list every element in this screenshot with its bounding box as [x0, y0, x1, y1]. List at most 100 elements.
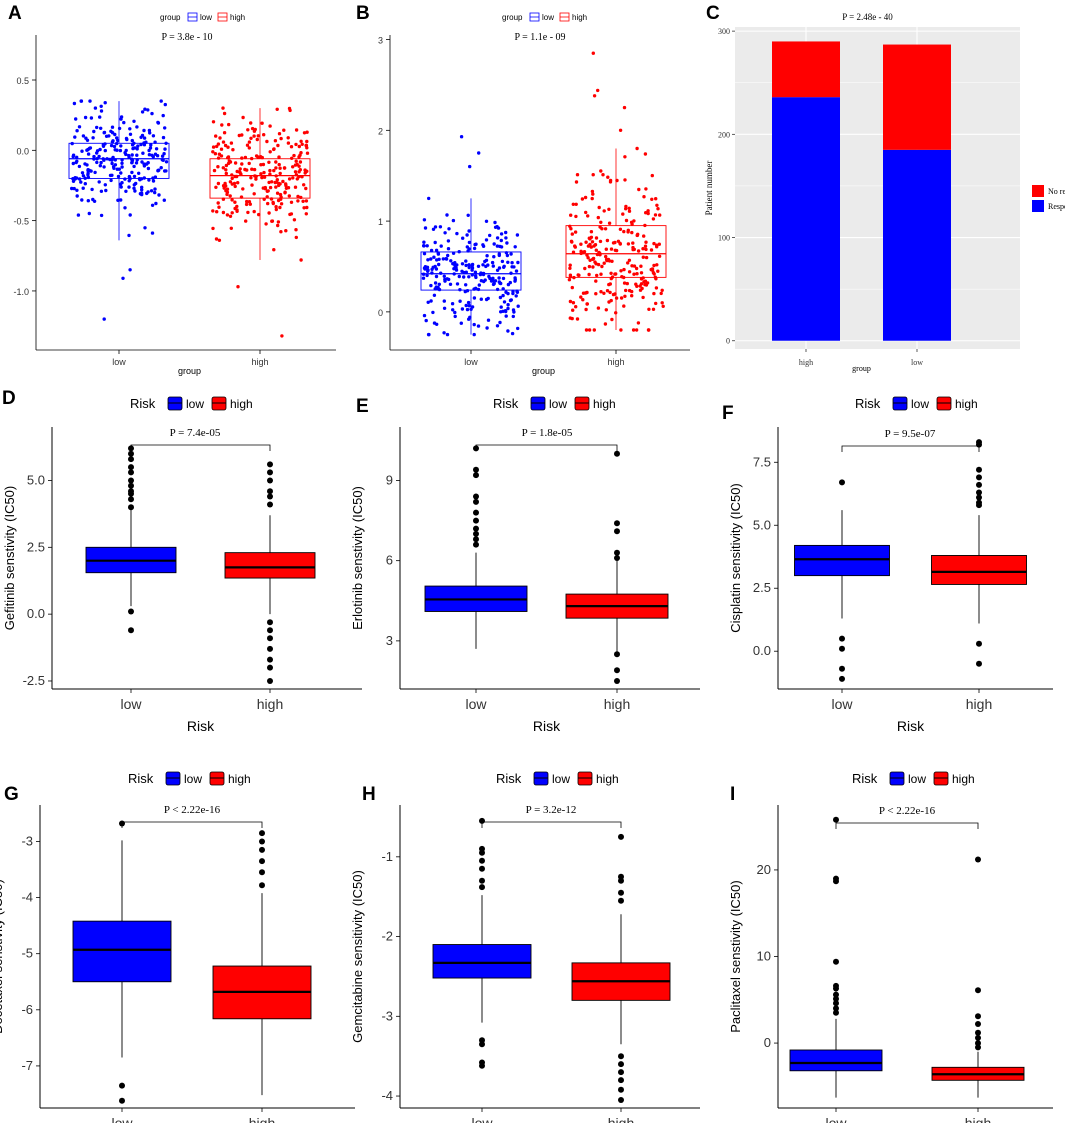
data-point — [583, 291, 588, 295]
outlier-point — [839, 665, 845, 672]
data-point — [276, 143, 280, 148]
data-point — [568, 266, 572, 270]
data-point — [486, 296, 490, 301]
data-point — [257, 212, 261, 217]
data-point — [442, 331, 446, 335]
data-point — [587, 272, 591, 277]
data-point — [108, 157, 112, 162]
data-point — [221, 140, 226, 144]
outlier-point — [259, 846, 265, 853]
legend-item-low: low — [549, 397, 567, 411]
data-point — [236, 181, 240, 185]
data-point — [116, 198, 120, 202]
x-axis-title: group — [532, 366, 555, 376]
outlier-point — [614, 678, 620, 684]
data-point — [509, 271, 513, 275]
y-tick-label: -5 — [21, 946, 33, 961]
data-point — [641, 295, 645, 300]
x-tick-label: high — [249, 1115, 275, 1123]
data-point — [132, 174, 137, 179]
data-point — [499, 305, 503, 309]
data-point — [472, 322, 476, 327]
data-point — [490, 260, 495, 265]
data-point — [589, 235, 594, 239]
data-point — [303, 171, 307, 175]
data-point — [623, 155, 627, 159]
outlier-point — [236, 285, 240, 289]
data-point — [568, 263, 572, 267]
outlier-point — [473, 530, 479, 537]
data-point — [632, 219, 636, 223]
data-point — [660, 288, 664, 292]
legend-item: No responder — [1048, 187, 1065, 196]
data-point — [128, 132, 133, 136]
data-point — [227, 122, 231, 127]
outlier-point — [267, 678, 273, 684]
data-point — [130, 138, 134, 143]
data-point — [591, 256, 596, 261]
data-point — [252, 134, 256, 138]
data-point — [603, 227, 608, 231]
outlier-point — [833, 1000, 839, 1007]
data-point — [130, 160, 134, 165]
data-point — [608, 290, 612, 295]
outlier-point — [975, 1021, 981, 1027]
data-point — [632, 272, 636, 276]
data-point — [501, 287, 505, 291]
data-point — [495, 244, 500, 248]
data-point — [602, 261, 606, 265]
data-point — [497, 253, 501, 258]
data-point — [635, 233, 639, 238]
data-point — [136, 144, 140, 148]
outlier-point — [473, 509, 479, 516]
outlier-point — [976, 489, 982, 496]
data-point — [143, 226, 147, 230]
outlier-point — [128, 268, 132, 272]
data-point — [130, 153, 134, 157]
data-point — [602, 209, 606, 213]
outlier-point — [119, 1082, 125, 1089]
data-point — [509, 252, 513, 256]
data-point — [135, 125, 139, 129]
data-point — [479, 297, 483, 301]
data-point — [614, 272, 618, 276]
panel-label: G — [4, 784, 19, 805]
data-point — [569, 213, 573, 217]
data-point — [148, 146, 153, 150]
data-point — [291, 176, 295, 180]
data-point — [472, 246, 477, 251]
data-point — [598, 225, 602, 229]
data-point — [604, 254, 608, 259]
data-point — [247, 161, 251, 166]
data-point — [655, 203, 659, 207]
data-point — [501, 309, 505, 313]
data-point — [278, 171, 282, 176]
data-point — [272, 168, 276, 173]
data-point — [453, 314, 457, 319]
data-point — [497, 266, 502, 270]
p-value-bracket — [130, 444, 271, 451]
data-point — [232, 181, 237, 186]
outlier-point — [267, 645, 273, 652]
data-point — [515, 233, 520, 237]
y-tick-label: 6 — [386, 553, 393, 568]
data-point — [622, 281, 627, 285]
data-point — [146, 108, 150, 112]
data-point — [464, 270, 468, 274]
data-point — [277, 155, 281, 159]
legend-item-high: high — [596, 772, 619, 786]
data-point — [73, 135, 77, 139]
data-point — [570, 285, 574, 290]
data-point — [615, 178, 619, 183]
data-point — [630, 264, 634, 268]
outlier-point — [259, 830, 265, 837]
data-point — [491, 282, 496, 287]
data-point — [421, 272, 426, 276]
data-point — [571, 301, 576, 305]
data-point — [267, 180, 271, 185]
outlier-point — [479, 857, 485, 864]
data-point — [86, 147, 90, 152]
data-point — [275, 107, 279, 112]
data-point — [117, 126, 122, 131]
data-point — [499, 232, 504, 236]
